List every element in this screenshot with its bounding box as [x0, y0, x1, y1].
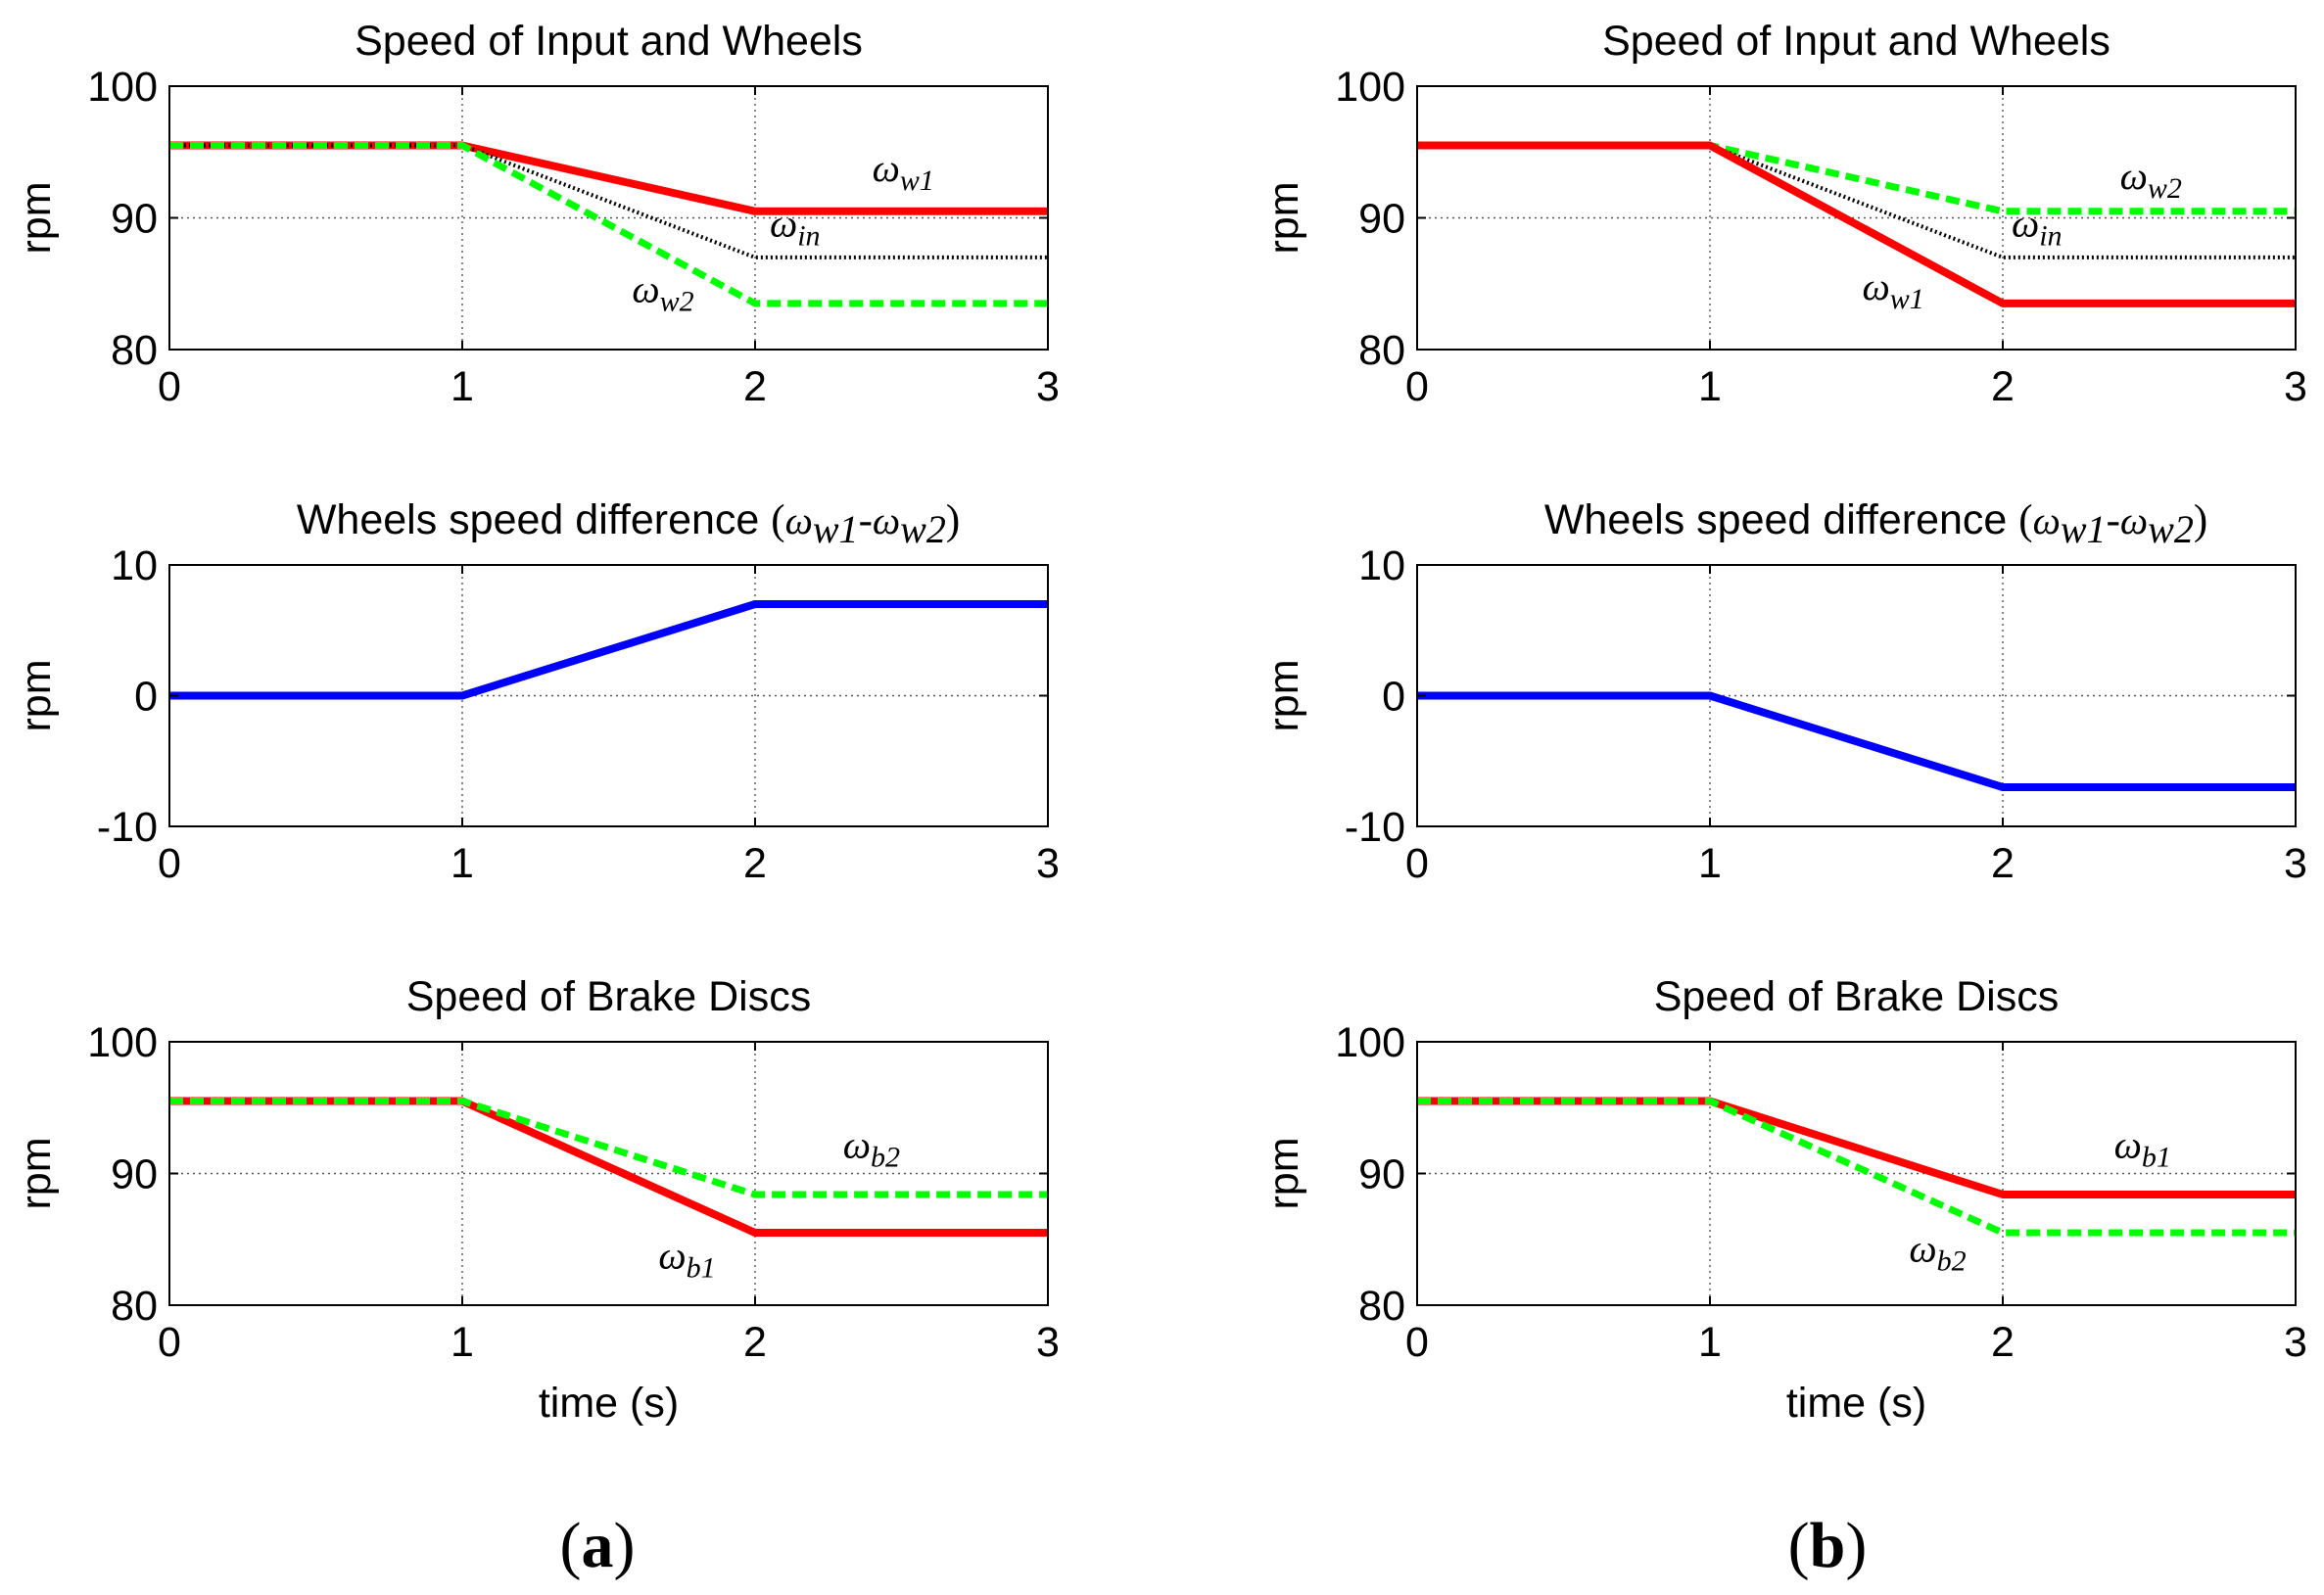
chart-a1: 0 1 2 3 80 90 100 Speed of Input and Wheels rpm ω… [13, 18, 1060, 410]
x-tick-label: 1 [1698, 363, 1722, 410]
y-tick-label: 10 [1358, 542, 1405, 589]
series-annotation: ωb2 [1909, 1227, 1966, 1278]
x-tick-label: 2 [1991, 1319, 2015, 1366]
y-tick-label: 100 [1335, 64, 1405, 111]
chart-b1: 0 1 2 3 80 90 100 Speed of Input and Wheels rpm ω… [1260, 18, 2307, 410]
y-tick-label: 90 [1358, 1151, 1405, 1198]
y-tick-label: 80 [111, 1283, 158, 1330]
x-axis-label: time (s) [1786, 1380, 1926, 1427]
x-tick-label: 3 [2284, 363, 2307, 410]
chart-title: Speed of Brake Discs [406, 973, 811, 1020]
y-tick-label: 90 [111, 1151, 158, 1198]
x-tick-label: 1 [1698, 1319, 1722, 1366]
y-tick-label: -10 [1345, 804, 1405, 851]
x-tick-label: 0 [158, 1319, 181, 1366]
chart-title: Speed of Input and Wheels [1602, 18, 2111, 65]
y-tick-label: 0 [134, 674, 158, 721]
series-line--b2 [1417, 1098, 2296, 1237]
y-axis-label: rpm [1260, 1137, 1307, 1209]
panel-label-b: (b) [1788, 1510, 1868, 1581]
chart-a3: 0 1 2 3 80 90 100 Speed of Brake Discs rpm time (… [13, 973, 1060, 1427]
series-annotation: ωw2 [632, 267, 693, 318]
y-tick-label: -10 [97, 804, 158, 851]
y-tick-label: 100 [87, 64, 158, 111]
x-tick-label: 2 [1991, 840, 2015, 887]
series-annotation: ωb2 [843, 1122, 900, 1173]
series-line--w1 [1417, 141, 2296, 307]
x-tick-label: 2 [743, 840, 767, 887]
series-annotation: ωw2 [2120, 154, 2182, 205]
y-tick-label: 90 [111, 196, 158, 243]
series-annotation: ωw1 [1862, 264, 1923, 315]
x-tick-label: 0 [158, 840, 181, 887]
chart-title: Wheels speed difference (ωw1-ωw2) [297, 496, 960, 551]
series-line--b2 [169, 1098, 1048, 1198]
x-tick-label: 3 [1036, 1319, 1060, 1366]
y-tick-label: 80 [1358, 1283, 1405, 1330]
series-line--b1 [169, 1097, 1048, 1237]
x-tick-label: 1 [1698, 840, 1722, 887]
x-tick-label: 1 [451, 363, 474, 410]
y-tick-label: 100 [1335, 1019, 1405, 1066]
y-tick-label: 10 [111, 542, 158, 589]
chart-title: Wheels speed difference (ωw1-ωw2) [1544, 496, 2207, 551]
series-line--w1-w2 [169, 600, 1048, 700]
x-axis-label: time (s) [539, 1380, 679, 1427]
series-line--in [169, 143, 1048, 259]
x-tick-label: 2 [743, 363, 767, 410]
series-line--w1-w2 [1417, 691, 2296, 791]
y-axis-label: rpm [13, 1137, 60, 1209]
x-tick-label: 0 [158, 363, 181, 410]
chart-title: Speed of Input and Wheels [355, 18, 863, 65]
y-axis-label: rpm [1260, 659, 1307, 731]
y-tick-label: 80 [111, 327, 158, 374]
x-tick-label: 3 [2284, 840, 2307, 887]
series-annotation: ωb1 [2114, 1122, 2171, 1173]
x-tick-label: 1 [451, 1319, 474, 1366]
x-tick-label: 3 [1036, 840, 1060, 887]
series-annotation: ωb1 [658, 1233, 715, 1284]
y-tick-label: 0 [1382, 674, 1405, 721]
x-tick-label: 2 [743, 1319, 767, 1366]
y-axis-label: rpm [1260, 181, 1307, 254]
panel-label-a: (a) [560, 1510, 636, 1581]
y-tick-label: 80 [1358, 327, 1405, 374]
series-annotation: ωw1 [873, 146, 934, 197]
chart-b3: 0 1 2 3 80 90 100 Speed of Brake Discs rpm time (… [1260, 973, 2307, 1427]
y-tick-label: 90 [1358, 196, 1405, 243]
x-tick-label: 3 [2284, 1319, 2307, 1366]
x-tick-label: 3 [1036, 363, 1060, 410]
y-axis-label: rpm [13, 181, 60, 254]
x-tick-label: 0 [1405, 1319, 1429, 1366]
x-tick-label: 0 [1405, 840, 1429, 887]
chart-title: Speed of Brake Discs [1654, 973, 2059, 1020]
series-annotation: ωin [770, 201, 821, 252]
x-tick-label: 2 [1991, 363, 2015, 410]
x-tick-label: 1 [451, 840, 474, 887]
y-tick-label: 100 [87, 1019, 158, 1066]
series-line--w2 [169, 142, 1048, 307]
y-axis-label: rpm [13, 659, 60, 731]
series-annotation: ωin [2012, 201, 2063, 252]
x-tick-label: 0 [1405, 363, 1429, 410]
